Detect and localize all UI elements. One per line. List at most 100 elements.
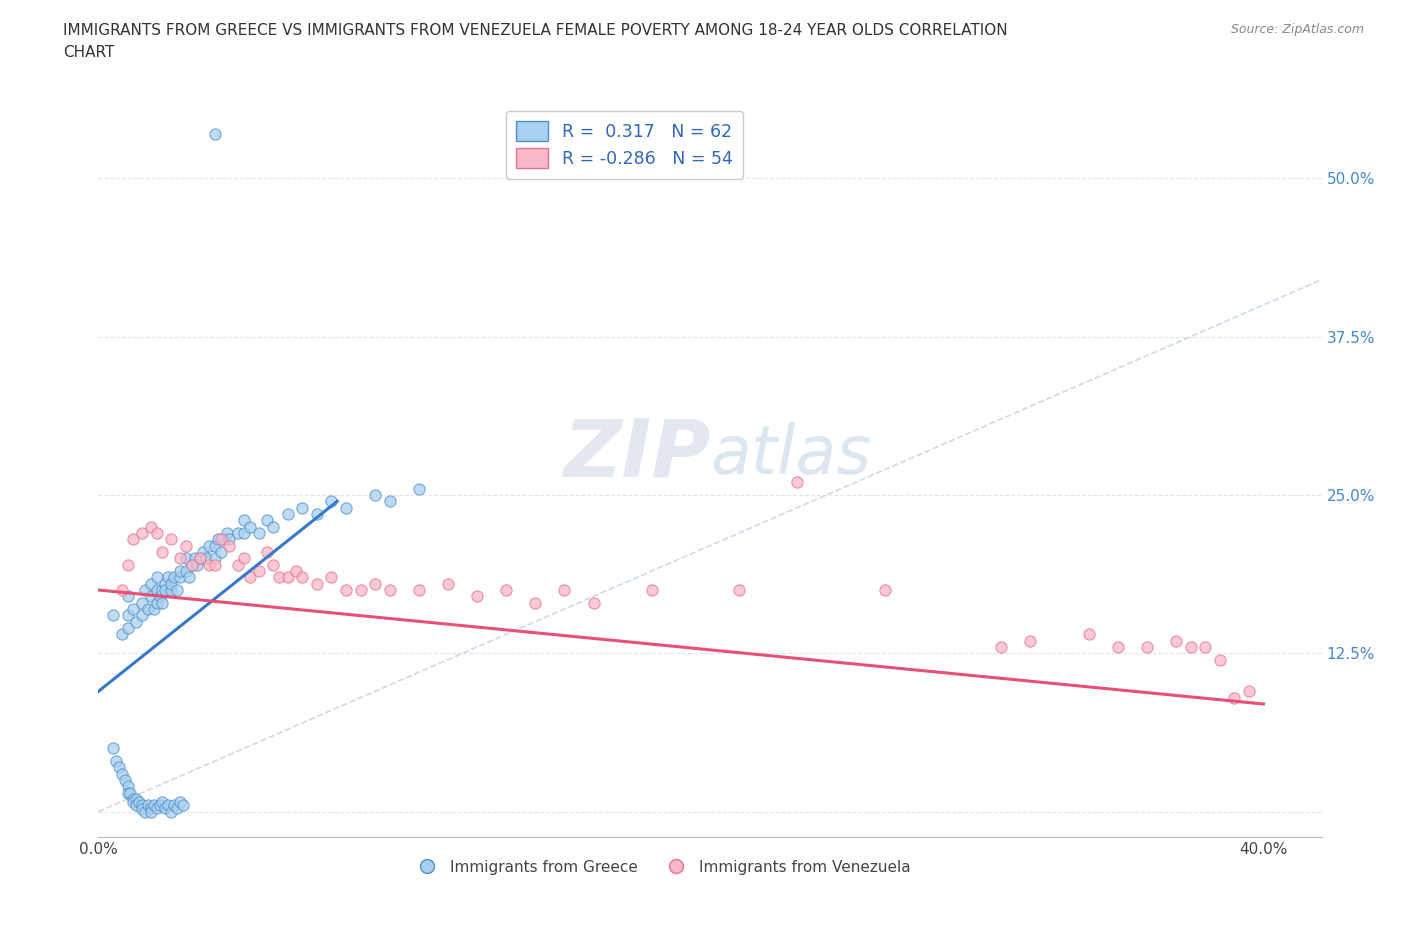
Point <box>198 538 221 553</box>
Point <box>142 602 165 617</box>
Point <box>172 798 194 813</box>
Point <box>157 798 180 813</box>
Text: IMMIGRANTS FROM GREECE VS IMMIGRANTS FROM VENEZUELA FEMALE POVERTY AMONG 18-24 Y: IMMIGRANTS FROM GREECE VS IMMIGRANTS FRO… <box>63 23 1008 38</box>
Point <box>149 589 172 604</box>
Point <box>169 564 191 578</box>
Text: ZIP: ZIP <box>562 416 710 494</box>
Point <box>117 608 139 623</box>
Point <box>128 794 150 809</box>
Point <box>166 582 188 597</box>
Point <box>226 525 249 540</box>
Point <box>256 512 278 527</box>
Point <box>321 494 343 509</box>
Point <box>139 519 162 534</box>
Point <box>305 577 328 591</box>
Point <box>131 608 153 623</box>
Point <box>180 557 202 572</box>
Point <box>204 551 226 565</box>
Point <box>125 614 148 629</box>
Point <box>262 519 284 534</box>
Point <box>786 475 808 490</box>
Point <box>169 794 191 809</box>
Point <box>239 519 262 534</box>
Point <box>169 551 191 565</box>
Point <box>152 582 174 597</box>
Point <box>174 564 197 578</box>
Point <box>111 627 134 642</box>
Point <box>120 785 142 800</box>
Point <box>207 532 229 547</box>
Point <box>114 773 136 788</box>
Point <box>160 532 183 547</box>
Point <box>166 801 188 816</box>
Point <box>305 507 328 522</box>
Point <box>131 802 153 817</box>
Point <box>204 538 226 553</box>
Point <box>145 570 167 585</box>
Point <box>160 804 183 819</box>
Point <box>122 794 145 809</box>
Point <box>1194 640 1216 655</box>
Point <box>155 577 177 591</box>
Point <box>218 532 240 547</box>
Point <box>145 595 167 610</box>
Point <box>139 801 162 816</box>
Point <box>247 564 270 578</box>
Point <box>262 557 284 572</box>
Point <box>131 595 153 610</box>
Point <box>267 570 290 585</box>
Point <box>204 126 226 141</box>
Point <box>152 595 174 610</box>
Point <box>218 538 240 553</box>
Point <box>163 570 186 585</box>
Point <box>136 798 159 813</box>
Point <box>111 766 134 781</box>
Point <box>277 570 299 585</box>
Point <box>160 577 183 591</box>
Point <box>111 582 134 597</box>
Point <box>378 494 401 509</box>
Point <box>188 551 212 565</box>
Point <box>117 620 139 635</box>
Point <box>1107 640 1129 655</box>
Point <box>277 507 299 522</box>
Point <box>180 557 202 572</box>
Point <box>321 570 343 585</box>
Point <box>186 557 208 572</box>
Point <box>873 582 896 597</box>
Point <box>209 532 232 547</box>
Point <box>1180 640 1202 655</box>
Point <box>134 804 156 819</box>
Point <box>465 589 488 604</box>
Point <box>117 589 139 604</box>
Point <box>157 570 180 585</box>
Point <box>174 538 197 553</box>
Point <box>155 582 177 597</box>
Point <box>291 500 314 515</box>
Point <box>125 791 148 806</box>
Point <box>152 545 174 560</box>
Point <box>408 582 430 597</box>
Point <box>335 500 357 515</box>
Point <box>145 801 167 816</box>
Point <box>233 551 256 565</box>
Point <box>174 551 197 565</box>
Point <box>152 794 174 809</box>
Point <box>104 753 127 768</box>
Point <box>582 595 605 610</box>
Point <box>108 760 131 775</box>
Point <box>169 570 191 585</box>
Point <box>149 798 172 813</box>
Point <box>1237 684 1260 698</box>
Point <box>136 602 159 617</box>
Text: CHART: CHART <box>63 45 115 60</box>
Point <box>349 582 371 597</box>
Point <box>378 582 401 597</box>
Point <box>553 582 575 597</box>
Point <box>155 801 177 816</box>
Point <box>145 525 167 540</box>
Point <box>1077 627 1099 642</box>
Point <box>1164 633 1187 648</box>
Point <box>101 608 124 623</box>
Point <box>134 582 156 597</box>
